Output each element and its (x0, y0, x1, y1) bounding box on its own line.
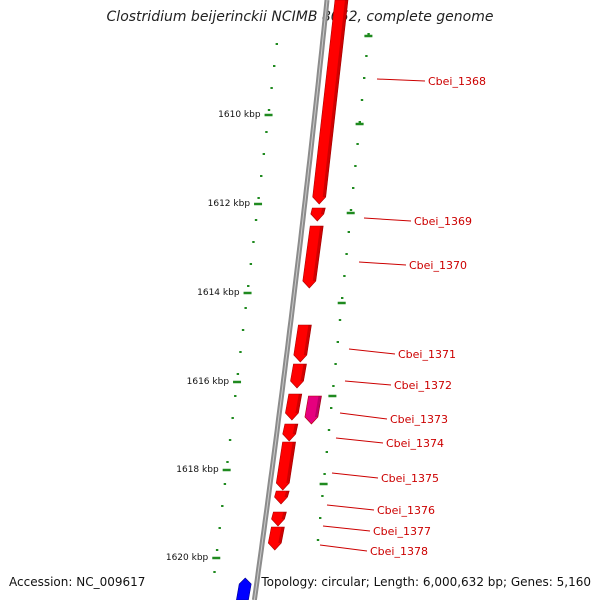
gene-label: Cbei_1375 (381, 472, 439, 485)
gene-label-leader (319, 544, 368, 552)
ruler-label: 1620 kbp (166, 553, 209, 563)
gene-arrow (293, 324, 312, 363)
gene-label: Cbei_1370 (409, 259, 467, 272)
gene-label-leader (339, 412, 388, 420)
gene-arrow-highlight (304, 395, 322, 425)
gene-label-leader (376, 78, 426, 82)
gene-label-leader (326, 504, 375, 511)
gene-shade (303, 325, 312, 355)
gene-arrow (290, 363, 307, 389)
gene-shade (295, 394, 302, 413)
accession-label: Accession: NC_009617 (9, 575, 146, 589)
gene-label-leader (348, 348, 396, 355)
gene-shade (281, 512, 287, 519)
gene-label: Cbei_1371 (398, 348, 456, 361)
gene-arrow (282, 423, 299, 442)
gene-arrow (274, 490, 290, 505)
ruler-label: 1614 kbp (197, 288, 240, 298)
ruler-label: 1618 kbp (176, 465, 219, 475)
gene-label-leader (322, 525, 371, 532)
gene-arrow (312, 0, 349, 205)
gene-arrow (310, 207, 326, 222)
gene-label-leader (363, 217, 412, 222)
backbone-highlight (253, 0, 328, 600)
gene-label: Cbei_1372 (394, 379, 452, 392)
ruler-label: 1612 kbp (208, 199, 251, 209)
gene-shade (292, 424, 298, 434)
gene-shade (320, 208, 326, 214)
genome-backbone (251, 0, 330, 600)
gene-label-leader (335, 437, 384, 444)
gene-label: Cbei_1369 (414, 215, 472, 228)
gene-arrow (267, 526, 285, 551)
gene-shade (286, 442, 296, 483)
gene-label: Cbei_1377 (373, 525, 431, 538)
gene-label: Cbei_1376 (377, 504, 435, 517)
gene-label: Cbei_1374 (386, 437, 444, 450)
map-title: Clostridium beijerinckii NCIMB 8052, com… (106, 9, 494, 25)
topology-label: Topology: circular; Length: 6,000,632 bp… (261, 575, 591, 589)
gene-shade (314, 396, 322, 417)
gene-shade (278, 527, 285, 543)
gene-shade (322, 0, 348, 197)
ruler-label: 1616 kbp (187, 377, 230, 387)
gene-arrow (275, 441, 296, 491)
gene-arrow (271, 511, 287, 527)
gene-label: Cbei_1373 (390, 413, 448, 426)
gene-arrow (285, 393, 303, 421)
gene-arrow (302, 225, 324, 289)
ruler-label: 1610 kbp (218, 110, 261, 120)
gene-shade (284, 491, 290, 497)
gene-label: Cbei_1368 (428, 75, 486, 88)
gene-shade (300, 364, 307, 381)
gene-label-leader (331, 472, 379, 479)
gene-label-leader (344, 380, 392, 386)
gene-label: Cbei_1378 (370, 545, 428, 558)
gene-arrow-reverse (236, 577, 252, 600)
gene-shade (312, 226, 324, 281)
gene-label-leader (358, 261, 407, 266)
